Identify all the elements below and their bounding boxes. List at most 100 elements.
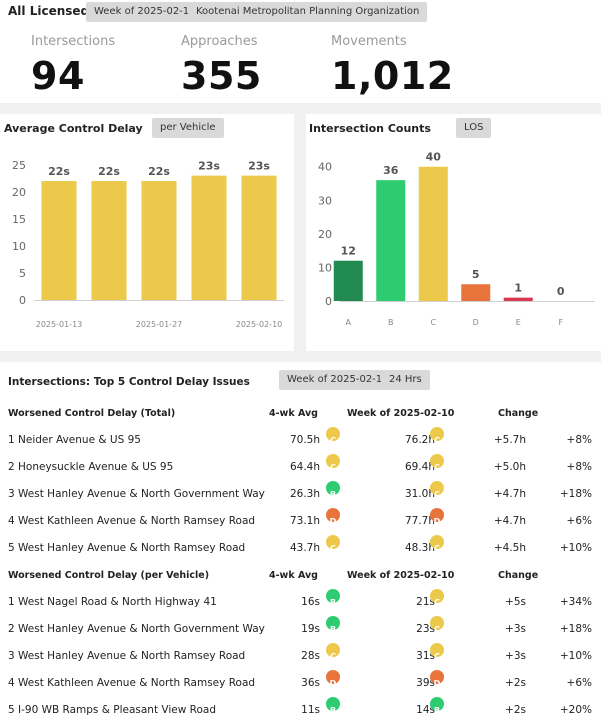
y-tick-label: 25	[12, 159, 26, 172]
top5-title: Intersections: Top 5 Control Delay Issue…	[8, 376, 250, 388]
y-tick-label: 0	[19, 294, 26, 307]
intersection-name: 2 Honeysuckle Avenue & US 95	[8, 461, 174, 473]
delay-chart-title: Average Control Delay	[4, 122, 143, 135]
delay-bar	[91, 181, 127, 300]
los-chart-card: Intersection Counts LOS 0 10 20 30 40 12 A 36 B 4…	[306, 114, 601, 351]
x-tick-label: F	[558, 318, 563, 327]
week-value: 48.3h	[404, 542, 435, 554]
change-percent: +20%	[559, 704, 592, 716]
table-row[interactable]: 1 West Nagel Road & North Highway 41 16s B…	[0, 589, 601, 616]
intersection-name: 2 West Hanley Avenue & North Government …	[8, 623, 265, 635]
delay-bar-label: 23s	[248, 160, 270, 173]
los-bar	[418, 166, 448, 301]
los-badge: D	[326, 508, 340, 526]
table-header-row: Worsened Control Delay (per Vehicle) 4-wk…	[0, 562, 601, 589]
los-badge: C	[326, 427, 340, 445]
intersection-name: 5 I-90 WB Ramps & Pleasant View Road	[8, 704, 217, 716]
y-tick-label: 15	[12, 213, 26, 226]
week-filter-pill[interactable]: Week of 2025-02-10	[86, 2, 204, 22]
avg-column-header: 4-wk Avg	[269, 408, 318, 419]
intersection-name: 1 Neider Avenue & US 95	[8, 434, 141, 446]
change-column-header: Change	[498, 408, 539, 419]
los-badge: B	[326, 697, 340, 715]
y-tick-label: 40	[318, 161, 332, 174]
table-row[interactable]: 5 West Hanley Avenue & North Ramsey Road…	[0, 535, 601, 562]
week-column-header: Week of 2025-02-10	[347, 570, 455, 581]
intersection-name: 4 West Kathleen Avenue & North Ramsey Ro…	[8, 515, 256, 527]
four-week-avg-value: 73.1h	[289, 515, 320, 527]
change-percent: +6%	[566, 515, 592, 527]
los-bar-label: 1	[514, 282, 522, 295]
table-row[interactable]: 2 West Hanley Avenue & North Government …	[0, 616, 601, 643]
y-tick-label: 10	[12, 240, 26, 253]
table-row[interactable]: 3 West Hanley Avenue & North Government …	[0, 481, 601, 508]
avg-column-header: 4-wk Avg	[269, 570, 318, 581]
los-bar-label: 12	[341, 245, 356, 258]
week-value: 31.0h	[404, 488, 435, 500]
summary-card: All Licensed Week of 2025-02-10 Kootenai…	[0, 0, 601, 103]
four-week-avg-value: 43.7h	[289, 542, 320, 554]
los-pill[interactable]: LOS	[456, 118, 492, 138]
x-tick-label: 2025-01-27	[136, 320, 183, 329]
four-week-avg-value: 26.3h	[289, 488, 320, 500]
week-value: 77.7h	[404, 515, 435, 527]
delay-unit-pill[interactable]: per Vehicle	[152, 118, 224, 138]
los-badge: B	[430, 697, 444, 715]
los-badge: C	[430, 535, 444, 553]
change-percent: +10%	[559, 650, 592, 662]
intersection-name: 3 West Hanley Avenue & North Ramsey Road	[8, 650, 246, 662]
week-value: 76.2h	[404, 434, 435, 446]
los-badge: C	[430, 427, 444, 445]
kpi-intersections-label: Intersections	[31, 34, 116, 49]
los-badge: C	[430, 481, 444, 499]
y-tick-label: 20	[12, 186, 26, 199]
delay-bar	[191, 175, 227, 300]
intersection-name: 1 West Nagel Road & North Highway 41	[8, 596, 217, 608]
los-badge: C	[430, 643, 444, 661]
y-tick-label: 10	[318, 261, 332, 274]
los-badge: C	[326, 535, 340, 553]
los-bar-label: 0	[557, 285, 565, 298]
los-bar-label: 36	[383, 164, 399, 177]
los-badge: B	[326, 616, 340, 634]
los-bar	[376, 180, 406, 301]
table-row[interactable]: 4 West Kathleen Avenue & North Ramsey Ro…	[0, 670, 601, 697]
los-bar-label: 5	[472, 268, 480, 281]
table-header-row: Worsened Control Delay (Total) 4-wk Avg We…	[0, 400, 601, 427]
los-bar-label: 40	[426, 151, 442, 164]
table-row[interactable]: 1 Neider Avenue & US 95 70.5h C 76.2h C +5.7h…	[0, 427, 601, 454]
week-column-header: Week of 2025-02-10	[347, 408, 455, 419]
organization-filter-pill[interactable]: Kootenai Metropolitan Planning Organizat…	[188, 2, 428, 22]
change-percent: +18%	[559, 623, 592, 635]
table-row[interactable]: 4 West Kathleen Avenue & North Ramsey Ro…	[0, 508, 601, 535]
los-bar	[461, 284, 491, 301]
four-week-avg-value: 19s	[301, 623, 320, 635]
delay-bar	[141, 181, 177, 300]
delay-chart-card: Average Control Delay per Vehicle 0 5 10 15…	[0, 114, 294, 351]
top5-week-pill[interactable]: Week of 2025-02-10	[279, 370, 397, 390]
table-row[interactable]: 2 Honeysuckle Avenue & US 95 64.4h C 69.4h C…	[0, 454, 601, 481]
top5-hours-pill[interactable]: 24 Hrs	[381, 370, 430, 390]
kpi-approaches-value: 355	[181, 54, 262, 98]
x-tick-label: 2025-01-13	[36, 320, 83, 329]
kpi-movements-label: Movements	[331, 34, 407, 49]
table-row[interactable]: 5 I-90 WB Ramps & Pleasant View Road 11s B…	[0, 697, 601, 720]
kpi-movements-value: 1,012	[331, 54, 454, 98]
week-value: 69.4h	[404, 461, 435, 473]
x-tick-label: A	[346, 318, 352, 327]
los-badge: C	[326, 454, 340, 472]
los-badge: C	[430, 454, 444, 472]
change-value: +4.5h	[493, 542, 526, 554]
delay-bar	[241, 175, 277, 300]
section-header-title: Worsened Control Delay (per Vehicle)	[8, 570, 210, 581]
four-week-avg-value: 64.4h	[289, 461, 320, 473]
change-percent: +8%	[566, 461, 592, 473]
los-badge: B	[326, 589, 340, 607]
los-bar-chart: 0 10 20 30 40 12 A 36 B 40 C 5 D 1 E 0 F	[318, 151, 595, 327]
intersection-name: 3 West Hanley Avenue & North Government …	[8, 488, 265, 500]
table-row[interactable]: 3 West Hanley Avenue & North Ramsey Road…	[0, 643, 601, 670]
delay-bar-label: 23s	[198, 160, 220, 173]
change-value: +3s	[505, 650, 526, 662]
section-header-title: Worsened Control Delay (Total)	[8, 408, 176, 419]
change-percent: +6%	[566, 677, 592, 689]
